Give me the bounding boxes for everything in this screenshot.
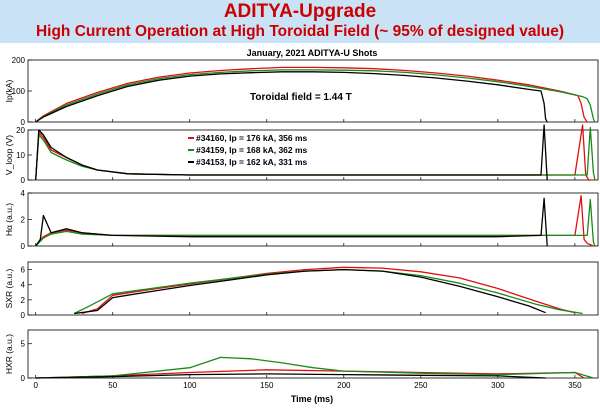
x-tick-label: 350: [568, 381, 582, 390]
chart-caption: January, 2021 ADITYA-U Shots: [247, 48, 378, 58]
y-tick-label: 0: [21, 374, 26, 383]
legend-entry-34159: #34159, Ip = 168 kA, 362 ms: [196, 145, 308, 155]
x-tick-label: 0: [33, 381, 38, 390]
series-line-ip-34153: [35, 71, 548, 123]
series-line-halpha-34153: [35, 197, 548, 247]
toroidal-field-annotation: Toroidal field = 1.44 T: [250, 92, 352, 103]
y-tick-label: 0: [21, 118, 26, 127]
series-line-hxr-34159: [35, 356, 594, 379]
y-tick-label: 0: [21, 242, 26, 251]
x-tick-label: 250: [414, 381, 428, 390]
panel-frame: [27, 192, 599, 247]
x-axis-label: Time (ms): [291, 394, 333, 404]
series-line-sxr-34153: [74, 268, 546, 315]
legend: #34160, Ip = 176 kA, 356 ms #34159, Ip = …: [188, 133, 308, 167]
y-axis-label: Ip(kA): [4, 79, 14, 102]
y-tick-label: 6: [21, 266, 26, 275]
panel-frame: [27, 59, 599, 123]
y-axis-label: Hα (a.u.): [4, 203, 14, 236]
panel-halpha: 0 2 4 Hα (a.u.): [4, 189, 599, 251]
y-tick-label: 5: [21, 340, 26, 349]
series-line-sxr-34160: [81, 266, 576, 315]
legend-entry-34153: #34153, Ip = 162 kA, 331 ms: [196, 157, 308, 167]
y-tick-label: 2: [21, 216, 26, 225]
y-tick-label: 200: [12, 56, 26, 65]
y-tick-label: 4: [21, 281, 26, 290]
panel-sxr: 0 2 4 6 SXR (a.u.): [4, 261, 599, 320]
series-line-hxr-34153: [35, 373, 546, 379]
x-tick-label: 50: [108, 381, 117, 390]
x-tick-label: 100: [183, 381, 197, 390]
page-subtitle: High Current Operation at High Toroidal …: [35, 23, 565, 40]
y-tick-label: 100: [12, 87, 26, 96]
x-tick-label: 200: [337, 381, 351, 390]
title-banner: ADITYA-Upgrade High Current Operation at…: [0, 0, 600, 43]
y-tick-label: 4: [21, 189, 26, 198]
legend-entry-34160: #34160, Ip = 176 kA, 356 ms: [196, 133, 308, 143]
y-axis-label: V_loop (V): [4, 135, 14, 175]
panel-ip: 0 100 200 Ip(kA): [4, 56, 599, 127]
series-line-halpha-34159: [35, 198, 596, 247]
y-tick-label: 0: [21, 311, 26, 320]
y-tick-label: 10: [16, 151, 25, 160]
page-title: ADITYA-Upgrade: [223, 1, 377, 22]
x-tick-label: 150: [260, 381, 274, 390]
x-tick-label: 300: [491, 381, 505, 390]
y-tick-label: 0: [21, 176, 26, 185]
y-axis-label: SXR (a.u.): [4, 268, 14, 308]
panel-frame: [27, 129, 599, 181]
y-tick-label: 20: [16, 126, 25, 135]
y-axis-label: HXR (a.u.): [4, 334, 14, 374]
y-tick-label: 2: [21, 296, 26, 305]
series-line-vloop-34153: [35, 124, 548, 181]
panel-frame: [27, 261, 599, 316]
panel-vloop: 0 10 20V_loop (V): [4, 124, 599, 185]
series-line-ip-34159: [35, 69, 596, 123]
